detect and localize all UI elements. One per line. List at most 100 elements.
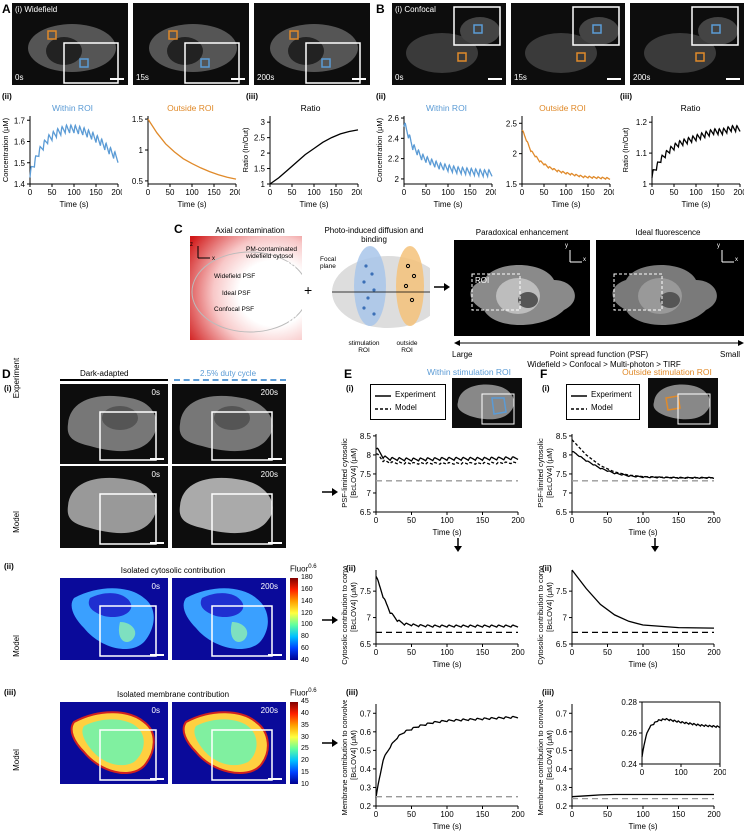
x-tick-label: 50 [670,188,679,197]
colorbar-tick: 120 [301,609,313,617]
colorbar-tick: 40 [301,656,309,664]
psf-axis-arrow [454,340,744,346]
y-tick-label: 0.3 [556,783,568,792]
legend-item: Experiment [395,390,436,399]
x-tick-label: 100 [440,648,454,657]
y-axis-label: [BcLOV4] (μM) [349,730,358,780]
legend-item: Experiment [591,390,632,399]
x-tick-label: 150 [89,188,103,197]
x-axis-label: Time (s) [432,660,461,669]
psf-label-ideal: Ideal PSF [222,290,251,297]
x-tick-label: 100 [674,768,688,777]
y-axis-label: [BcLOV4] (μM) [545,582,554,632]
y-tick-label: 8.5 [360,432,372,441]
cell-shape [406,6,501,73]
chart-f-i: 0 50 100 150 200 6.5 7 7.5 8 8.5 Time (s) PSF-limit… [536,432,721,537]
series-line [571,569,715,629]
timestamp: 15s [136,73,149,82]
scale-bar [488,78,502,80]
y-tick-label: 0.5 [132,177,144,186]
x-tick-label: 50 [603,516,612,525]
y-axis-label: PSF-limited cytosolic [340,438,349,508]
x-tick-label: 0 [146,188,151,197]
x-tick-label: 100 [636,810,650,819]
y-tick-label: 0.24 [621,760,637,769]
y-tick-label: 2 [513,150,518,159]
scale-bar [268,654,282,656]
x-tick-label: 0 [402,188,407,197]
y-tick-label: 1 [261,180,266,189]
colorbar-mem [290,702,298,784]
timestamp: 200s [633,73,651,82]
x-tick-label: 150 [207,188,221,197]
y-axis-label: Ratio (In/Out) [241,127,250,173]
colorbar-tick: 35 [301,721,309,729]
chart-e-iii: 0 50 100 150 200 0.2 0.3 0.4 0.5 0.6 0.7 Time (s) Me… [340,700,525,831]
y-tick-label: 6.5 [360,508,372,517]
panel-label-c: C [174,222,183,236]
y-tick-label: 0.26 [621,729,637,738]
sub-label: (i) [542,384,550,393]
y-tick-label: 2.5 [506,119,518,128]
model-label: Model [12,511,21,533]
cell-shape [653,384,711,425]
series-line [651,124,741,178]
plot-title: Within ROI [51,103,94,113]
panel-label-a: A [2,2,11,16]
scale-bar [726,78,740,80]
paradoxical-image: ROI y x [454,240,590,336]
series-line [376,453,519,465]
confocal-image-15s: 15s [511,3,625,85]
x-tick-label: 200 [485,188,496,197]
colorbar-tick: 160 [301,585,313,593]
x-tick-label: 0 [28,188,33,197]
scale-bar [268,778,282,780]
timestamp: 0s [151,582,160,591]
x-axis-label: Time (s) [177,200,206,209]
y-axis-label: Cytosolic contribution to convolved [536,566,545,665]
x-axis-label: Time (s) [432,528,461,537]
y-axis-label: [BcLOV4] (μM) [349,582,358,632]
axial-diagram [190,236,302,340]
plot-title: Outside ROI [167,103,214,113]
panel-label-d: D [2,367,11,381]
model-image-0s: 0s [60,466,168,548]
confocal-image-200s: 200s [630,3,744,85]
scale-bar [268,458,282,460]
x-tick-label: 200 [511,810,525,819]
colorbar-tick: 10 [301,780,309,788]
colorbar-tick: 80 [301,633,309,641]
x-axis-label: Time (s) [628,660,657,669]
series-line [641,717,721,758]
colorbar-tick: 140 [301,597,313,605]
widefield-image-200s: 200s [254,3,370,85]
cyto-image-0s: 0s [60,578,168,660]
colorbar-tick: 45 [301,698,309,705]
chart-a-ratio: 0 50 100 150 200 1 1.5 2 2.5 3 Time (s) Ratio (In/O… [241,116,362,209]
x-tick-label: 50 [422,188,431,197]
chart-e-ii: 0 50 100 150 200 6.5 7 7.5 Time (s) Cytosolic con… [340,566,525,669]
y-axis-label: Concentration (μM) [1,117,10,182]
legend-dashed-line [571,408,587,410]
y-tick-label: 7 [367,614,372,623]
x-tick-label: 150 [672,648,686,657]
x-tick-label: 100 [636,648,650,657]
chart-f-ii: 0 50 100 150 200 6.5 7 7.5 Time (s) Cytosolic con… [536,566,721,669]
series-line [572,451,715,479]
series-line [571,793,714,798]
pm-label: PM-contaminated widefield cytosol [246,246,297,260]
f-legend: Experiment Model [566,384,640,420]
colorbar-cyto [290,578,298,660]
x-tick-label: 200 [713,768,726,777]
cell-shape [67,477,157,545]
y-tick-label: 7 [563,614,568,623]
chart-a-within: 0 50 100 150 200 1.4 1.5 1.6 1.7 Time (s) Concentr… [1,116,122,209]
scale-bar [607,78,621,80]
x-tick-label: 50 [407,810,416,819]
x-tick-label: 50 [48,188,57,197]
experiment-image-0s: 0s [60,384,168,464]
legend-item: Model [395,403,417,412]
y-tick-label: 0.3 [360,783,372,792]
series-line [147,118,237,180]
series-line [375,715,519,798]
